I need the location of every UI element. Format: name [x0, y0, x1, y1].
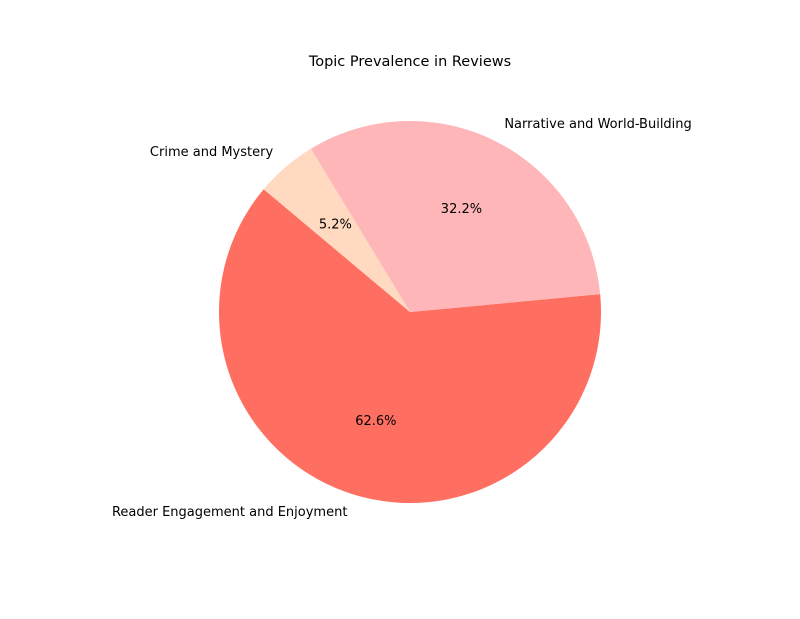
percent-label-narrative-and-world-building: 32.2%	[441, 202, 482, 217]
slice-label-crime-and-mystery: Crime and Mystery	[150, 145, 274, 160]
pie-labels: Reader Engagement and Enjoyment 62.6% Narr…	[112, 117, 692, 520]
pie-slice-narrative-and-world-building	[310, 120, 601, 312]
pie-slices	[219, 120, 602, 503]
percent-label-crime-and-mystery: 5.2%	[319, 218, 352, 233]
slice-label-narrative-and-world-building: Narrative and World-Building	[504, 117, 691, 132]
percent-label-reader-engagement-and-enjoyment: 62.6%	[355, 414, 396, 429]
chart-title: Topic Prevalence in Reviews	[308, 54, 511, 70]
pie-slice-crime-and-mystery	[263, 148, 410, 312]
slice-label-reader-engagement-and-enjoyment: Reader Engagement and Enjoyment	[112, 505, 348, 520]
pie-slice-reader-engagement-and-enjoyment	[219, 189, 602, 503]
